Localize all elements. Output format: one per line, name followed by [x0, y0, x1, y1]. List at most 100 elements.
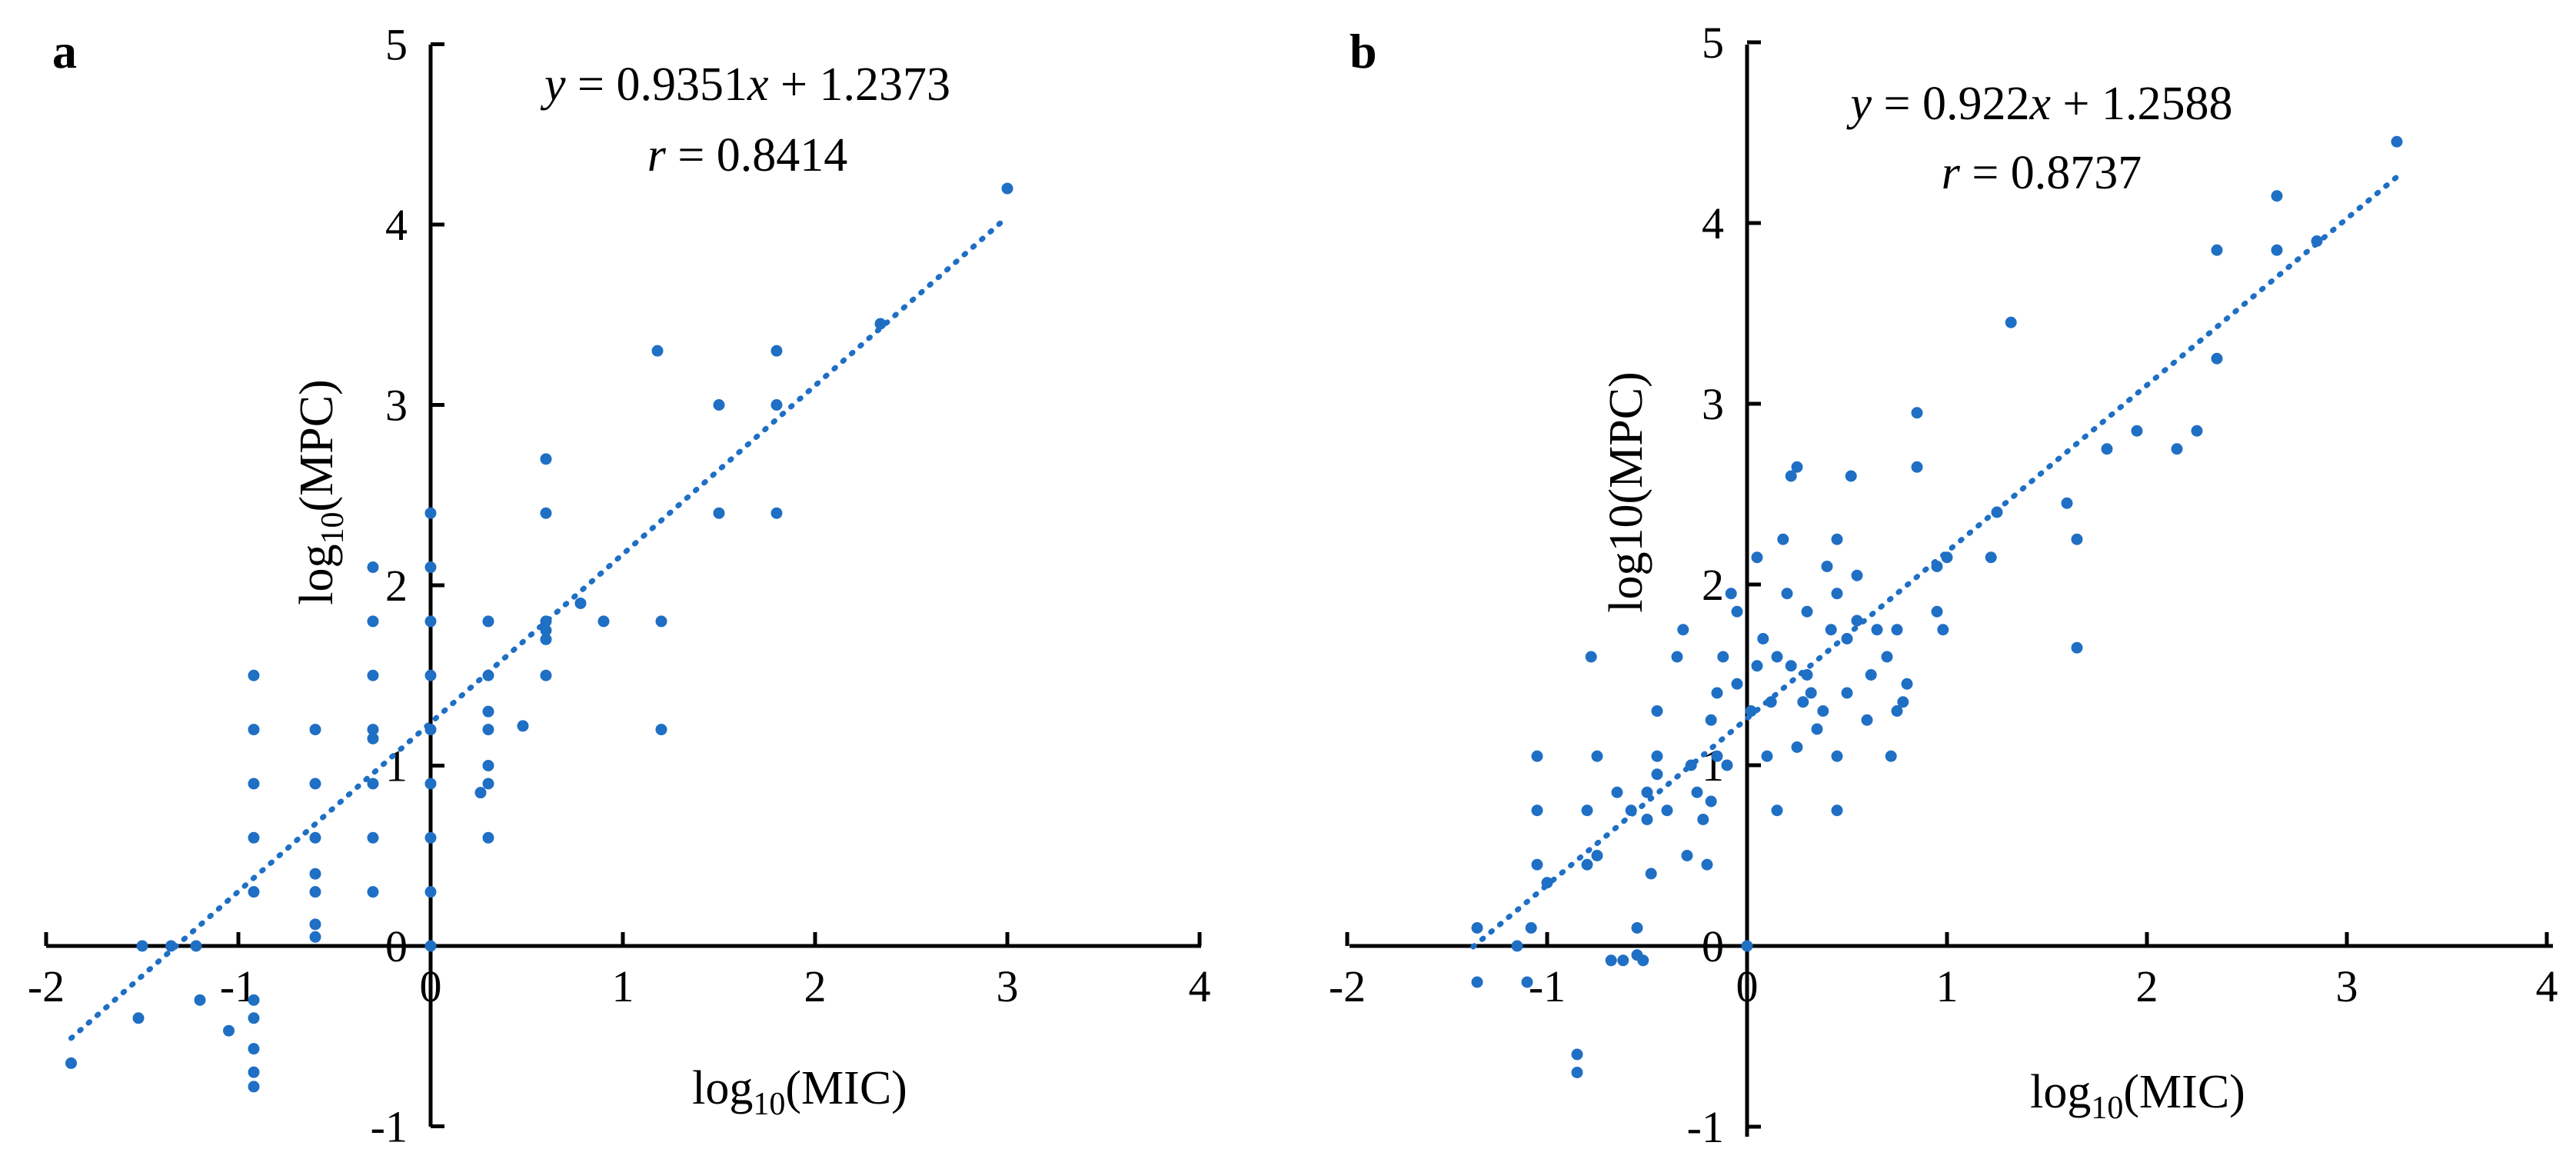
panel-a-trendline	[68, 214, 1010, 1041]
panel-a-data-point	[248, 831, 260, 844]
panel-a-data-point	[367, 778, 379, 790]
panel-a-data-point	[367, 732, 379, 744]
panel-b-data-point	[1811, 723, 1823, 735]
panel-b-data-point	[1541, 877, 1553, 889]
panel-a-data-point	[713, 507, 725, 519]
panel-b-data-point	[2071, 641, 2083, 654]
panel-b-data-point	[2101, 443, 2113, 455]
panel-b-data-point	[1871, 624, 1883, 636]
panel-b-data-point	[2211, 244, 2223, 256]
panel-b-data-point	[1671, 651, 1683, 663]
panel-b-data-point	[1777, 533, 1789, 545]
panel-a-points	[65, 182, 1013, 1093]
panel-b-x-tick-label: 1	[1936, 961, 1959, 1011]
panel-b-data-point	[1785, 470, 1797, 482]
panel-a-y-tick-label: 5	[385, 20, 408, 70]
panel-a-r-rest: = 0.8414	[666, 129, 847, 182]
panel-b-data-point	[1681, 850, 1693, 861]
panel-b-data-point	[1791, 741, 1803, 753]
panel-a-data-point	[482, 669, 494, 681]
panel-a-eq-end: + 1.2373	[769, 58, 950, 111]
panel-a-data-point	[248, 778, 260, 790]
panel-b-data-point	[1721, 759, 1733, 771]
panel-a-data-point	[540, 633, 552, 645]
panel-b-data-point	[1581, 858, 1593, 871]
panel-b-y-tick-label: 4	[1702, 198, 1724, 248]
panel-b-data-point	[1725, 588, 1737, 600]
panel-b-data-point	[1571, 1067, 1583, 1078]
panel-a-data-point	[367, 669, 379, 681]
panel-b-data-point	[1841, 687, 1853, 699]
panel-b-data-point	[1581, 804, 1593, 817]
panel-b-data-point	[1751, 660, 1763, 672]
panel-a-data-point	[424, 615, 437, 628]
panel-a-data-point	[482, 705, 494, 718]
panel-a-y-tick-label: -1	[371, 1102, 408, 1152]
panel-b-eq-x: x	[2029, 78, 2052, 130]
panel-a-data-point	[309, 886, 321, 898]
panel-b-data-point	[1831, 533, 1843, 545]
panel-b-data-point	[1521, 976, 1533, 988]
panel-b-data-point	[1705, 795, 1717, 808]
panel-a-data-point	[309, 918, 321, 931]
panel-a-data-point	[474, 787, 487, 799]
panel-b-data-point	[1841, 633, 1853, 644]
panel-a-data-point	[540, 615, 552, 628]
panel-b-data-point	[1511, 940, 1523, 952]
panel-a-data-point	[309, 868, 321, 880]
panel-b-x-tick-label: 2	[2136, 961, 2158, 1011]
panel-a-data-point	[223, 1024, 235, 1037]
panel-b-data-point	[1651, 705, 1663, 717]
panel-a-data-point	[248, 1081, 260, 1093]
panel-b-data-point	[1611, 786, 1623, 798]
panel-b-data-point	[1585, 651, 1597, 663]
panel-b-letter: b	[1350, 24, 1377, 78]
panel-b-data-point	[1605, 954, 1617, 967]
panel-b-data-point	[2391, 135, 2403, 148]
panel-a-data-point	[248, 724, 260, 736]
panel-a-data-point	[248, 1043, 260, 1055]
panel-b-data-point	[1705, 714, 1717, 726]
panel-a-data-point	[367, 615, 379, 628]
panel-b-data-point	[1931, 605, 1943, 618]
panel-a-data-point	[713, 399, 725, 411]
panel-b-eq-end: + 1.2588	[2051, 78, 2232, 130]
panel-b-data-point	[1685, 759, 1697, 771]
panel-a-data-point	[540, 507, 552, 519]
panel-b-data-point	[1731, 678, 1743, 690]
panel-a-y-label-rest: (MPC)	[291, 379, 343, 511]
panel-a-data-point	[190, 940, 202, 952]
panel-a-eq-mid: = 0.9351	[566, 58, 747, 111]
panel-a-data-point	[424, 940, 437, 952]
panel-b-data-point	[1937, 624, 1949, 636]
panel-a-data-point	[482, 760, 494, 771]
panel-b-data-point	[1757, 633, 1769, 644]
panel-a-data-point	[367, 561, 379, 574]
panel-b-data-point	[1931, 561, 1943, 572]
panel-a-x-label-rest: (MIC)	[785, 1062, 907, 1114]
panel-a-data-point	[482, 831, 494, 844]
panel-b-data-point	[1771, 651, 1783, 663]
panel-a-data-point	[248, 669, 260, 681]
panel-a-data-point	[424, 669, 437, 681]
panel-b-data-point	[1691, 786, 1703, 798]
panel-b-data-point	[1711, 687, 1723, 699]
panel-b-data-point	[2191, 425, 2203, 437]
panel-a-data-point	[424, 507, 437, 519]
panel-a-eq-y: y	[540, 58, 566, 111]
panel-b-eq-y: y	[1846, 78, 1872, 130]
panel-a-data-point	[136, 940, 148, 952]
panel-b-y-label-base: log10(MPC)	[1600, 371, 1652, 612]
panel-b-data-point	[1717, 651, 1729, 663]
panel-b-data-point	[1891, 705, 1903, 717]
panel-b-data-point	[1471, 922, 1483, 934]
panel-b-y-tick-label: 3	[1702, 379, 1724, 429]
panel-b-data-point	[2311, 235, 2323, 247]
panel-a-data-point	[367, 724, 379, 736]
panel-a-data-point	[424, 724, 437, 736]
panel-a-data-point	[574, 597, 587, 609]
panel-a-data-point	[194, 994, 206, 1006]
panel-a-data-point	[424, 886, 437, 898]
